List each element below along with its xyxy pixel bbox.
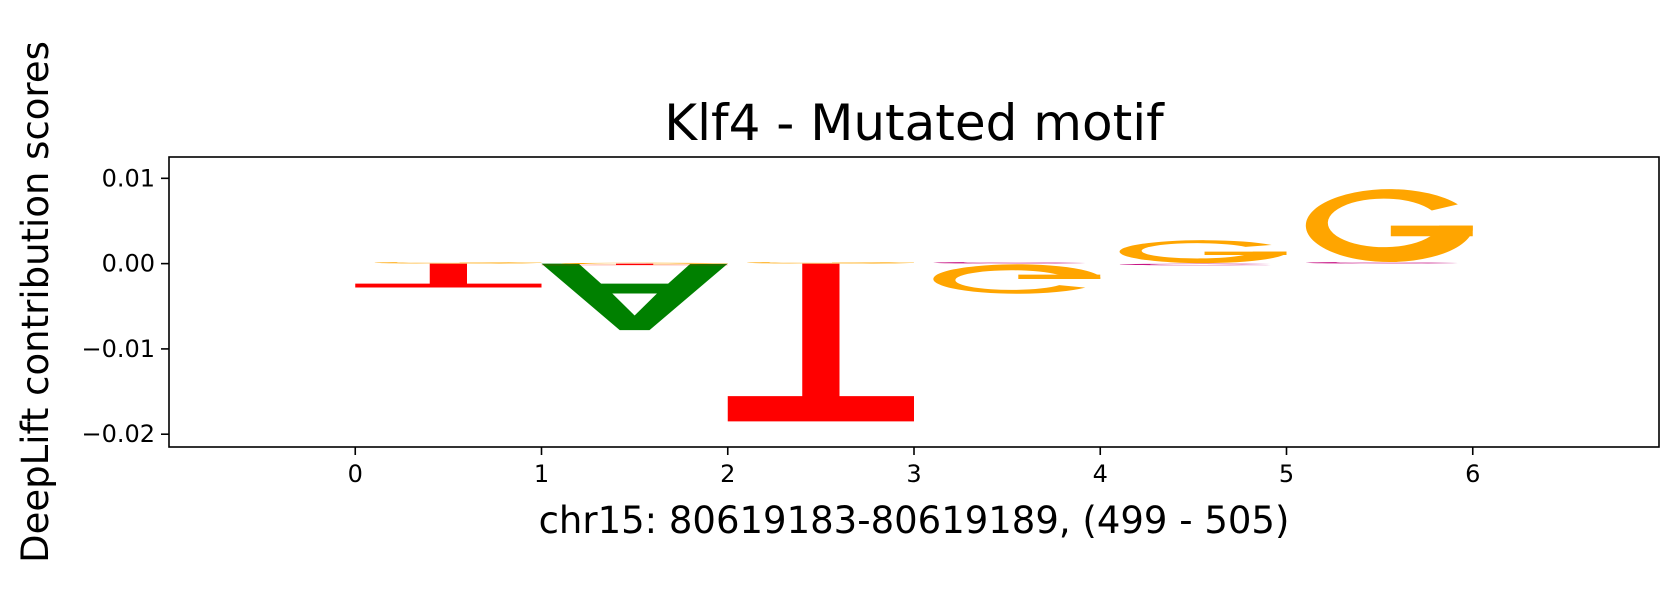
y-tick-label: 0.00	[102, 250, 155, 278]
logo-position-3	[933, 261, 1101, 294]
x-axis-label: chr15: 80619183-80619189, (499 - 505)	[539, 499, 1290, 542]
x-tick-label: 4	[1093, 460, 1108, 488]
x-tick-label: 5	[1279, 460, 1294, 488]
x-tick-label: 2	[720, 460, 735, 488]
logo-position-4	[1119, 240, 1287, 266]
letter-T-pos-1	[541, 263, 728, 266]
chart-title: Klf4 - Mutated motif	[664, 94, 1165, 152]
x-tick-label: 6	[1465, 460, 1480, 488]
letter-G-pos-1	[560, 262, 728, 265]
x-axis-ticks: 0 1 2 3 4 5 6	[348, 447, 1480, 488]
logo-position-2	[727, 261, 914, 422]
logo-position-1	[541, 262, 728, 331]
x-tick-label: 3	[906, 460, 921, 488]
y-tick-label: −0.02	[81, 420, 155, 448]
letter-A-pos-1	[541, 263, 728, 331]
logo-position-0	[355, 261, 542, 288]
letter-G-pos-5	[1305, 189, 1473, 263]
x-tick-label: 0	[348, 460, 363, 488]
letter-G-pos-4	[1119, 240, 1287, 264]
logo-letters	[355, 189, 1473, 422]
y-axis-label: DeepLift contribution scores	[14, 41, 57, 563]
letter-C-pos-4	[1119, 263, 1272, 266]
x-tick-label: 1	[534, 460, 549, 488]
letter-T-pos-2	[727, 263, 914, 422]
letter-G-pos-2	[747, 261, 914, 264]
letter-G-pos-0	[374, 261, 542, 264]
letter-C-pos-5	[1305, 261, 1458, 264]
letter-T-pos-0	[355, 263, 542, 288]
logo-position-5	[1305, 189, 1473, 264]
y-tick-label: −0.01	[81, 335, 155, 363]
y-tick-label: 0.01	[102, 164, 155, 192]
letter-C-pos-3	[933, 261, 1086, 264]
y-axis-ticks: 0.01 0.00 −0.01 −0.02	[81, 164, 169, 448]
letter-G-pos-3	[933, 264, 1101, 294]
